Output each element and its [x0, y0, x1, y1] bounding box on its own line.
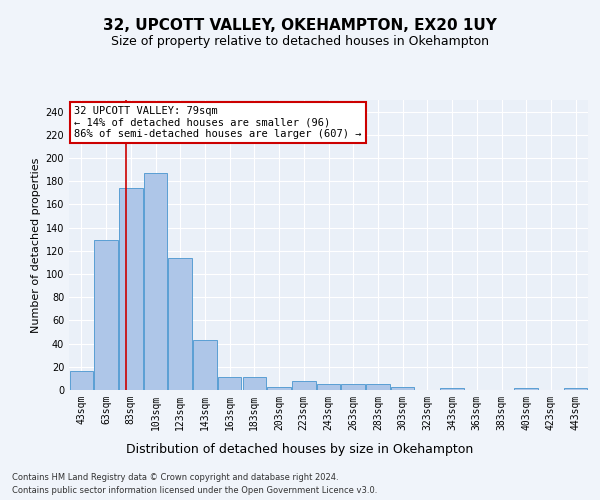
Bar: [366, 384, 389, 390]
Bar: [193, 340, 217, 390]
Y-axis label: Number of detached properties: Number of detached properties: [31, 158, 41, 332]
Bar: [119, 188, 143, 390]
Bar: [514, 388, 538, 390]
Bar: [341, 384, 365, 390]
Bar: [70, 372, 93, 390]
Text: 32 UPCOTT VALLEY: 79sqm
← 14% of detached houses are smaller (96)
86% of semi-de: 32 UPCOTT VALLEY: 79sqm ← 14% of detache…: [74, 106, 362, 139]
Bar: [268, 386, 291, 390]
Text: Contains HM Land Registry data © Crown copyright and database right 2024.: Contains HM Land Registry data © Crown c…: [12, 472, 338, 482]
Bar: [391, 386, 415, 390]
Text: Distribution of detached houses by size in Okehampton: Distribution of detached houses by size …: [127, 442, 473, 456]
Bar: [169, 258, 192, 390]
Bar: [144, 173, 167, 390]
Bar: [94, 240, 118, 390]
Bar: [564, 388, 587, 390]
Text: Size of property relative to detached houses in Okehampton: Size of property relative to detached ho…: [111, 35, 489, 48]
Bar: [242, 377, 266, 390]
Bar: [317, 384, 340, 390]
Bar: [292, 380, 316, 390]
Bar: [440, 388, 464, 390]
Bar: [218, 377, 241, 390]
Text: Contains public sector information licensed under the Open Government Licence v3: Contains public sector information licen…: [12, 486, 377, 495]
Text: 32, UPCOTT VALLEY, OKEHAMPTON, EX20 1UY: 32, UPCOTT VALLEY, OKEHAMPTON, EX20 1UY: [103, 18, 497, 32]
